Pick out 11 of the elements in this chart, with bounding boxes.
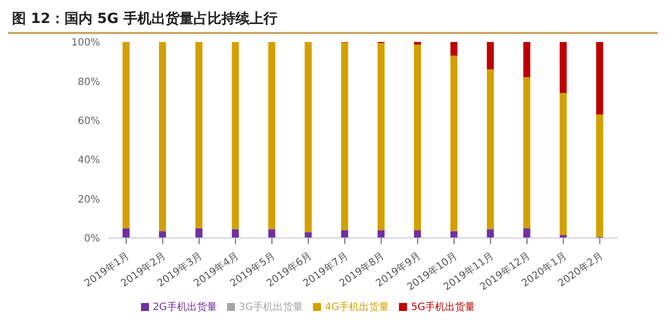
y-tick-label: 60% xyxy=(78,116,100,127)
legend-label: 2G手机出货量 xyxy=(152,302,217,313)
chart-title: 图 12：国内 5G 手机出货量占比持续上行 xyxy=(8,8,658,34)
legend-label: 4G手机出货量 xyxy=(325,302,390,313)
y-tick-label: 40% xyxy=(78,155,100,166)
legend-label: 5G手机出货量 xyxy=(411,302,476,313)
y-tick-label: 20% xyxy=(78,194,100,206)
legend-label: 3G手机出货量 xyxy=(238,302,303,313)
y-tick-label: 0% xyxy=(84,234,100,245)
y-tick-label: 80% xyxy=(78,76,100,88)
y-tick-label: 100% xyxy=(71,38,100,49)
